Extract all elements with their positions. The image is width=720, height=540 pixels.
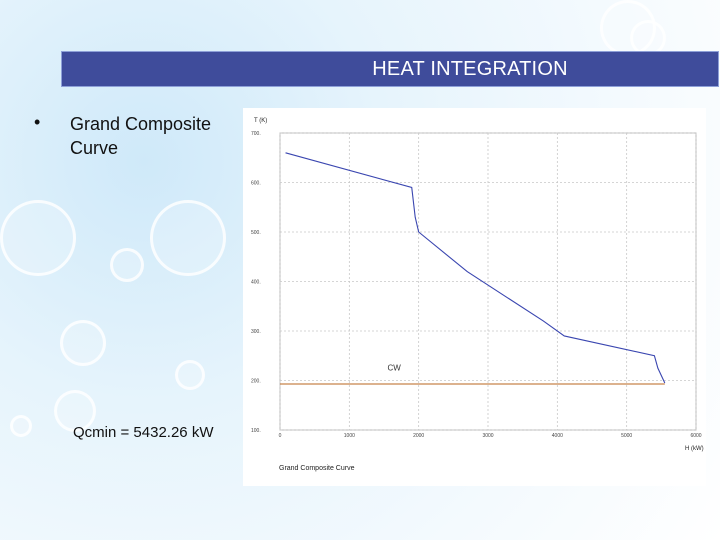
chart-panel: 100. 200. 300. 400. 500. 600. 700. 0 1000 2000 300… [243,108,706,486]
annotation-label: CW [387,364,401,373]
chart: 100. 200. 300. 400. 500. 600. 700. 0 1000 2000 300… [251,118,704,472]
bullet-item: • Grand Composite Curve [34,112,240,160]
x-tick-label: 2000 [413,433,424,439]
decor-bubble [150,200,226,276]
x-tick-label: 6000 [690,433,701,439]
x-tick-label: 3000 [482,433,493,439]
x-tick-label: 0 [279,433,282,439]
x-tick-label: 4000 [552,433,563,439]
y-tick-label: 100. [251,428,261,434]
decor-bubble [10,415,32,437]
x-tick-label: 1000 [344,433,355,439]
qcmin-label: Qcmin = 5432.26 kW [73,424,214,441]
title-bar: HEAT INTEGRATION [61,51,719,87]
y-tick-label: 500. [251,230,261,236]
decor-bubble [110,248,144,282]
decor-bubble [0,200,76,276]
chart-title: Grand Composite Curve [279,465,355,472]
decor-bubble [175,360,205,390]
x-tick-label: 5000 [621,433,632,439]
y-axis-label: T (K) [254,118,267,124]
page-title: HEAT INTEGRATION [372,57,568,80]
y-tick-label: 700. [251,131,261,137]
decor-bubble [54,390,96,432]
y-tick-label: 200. [251,379,261,385]
x-axis-label: H (kW) [685,446,704,452]
decor-bubble [60,320,106,366]
y-tick-label: 400. [251,280,261,286]
y-tick-label: 300. [251,329,261,335]
y-tick-label: 600. [251,181,261,187]
series-line-gcc [285,152,666,384]
bullet-text: Grand Composite Curve [70,114,212,158]
bullet-marker: • [34,112,41,132]
